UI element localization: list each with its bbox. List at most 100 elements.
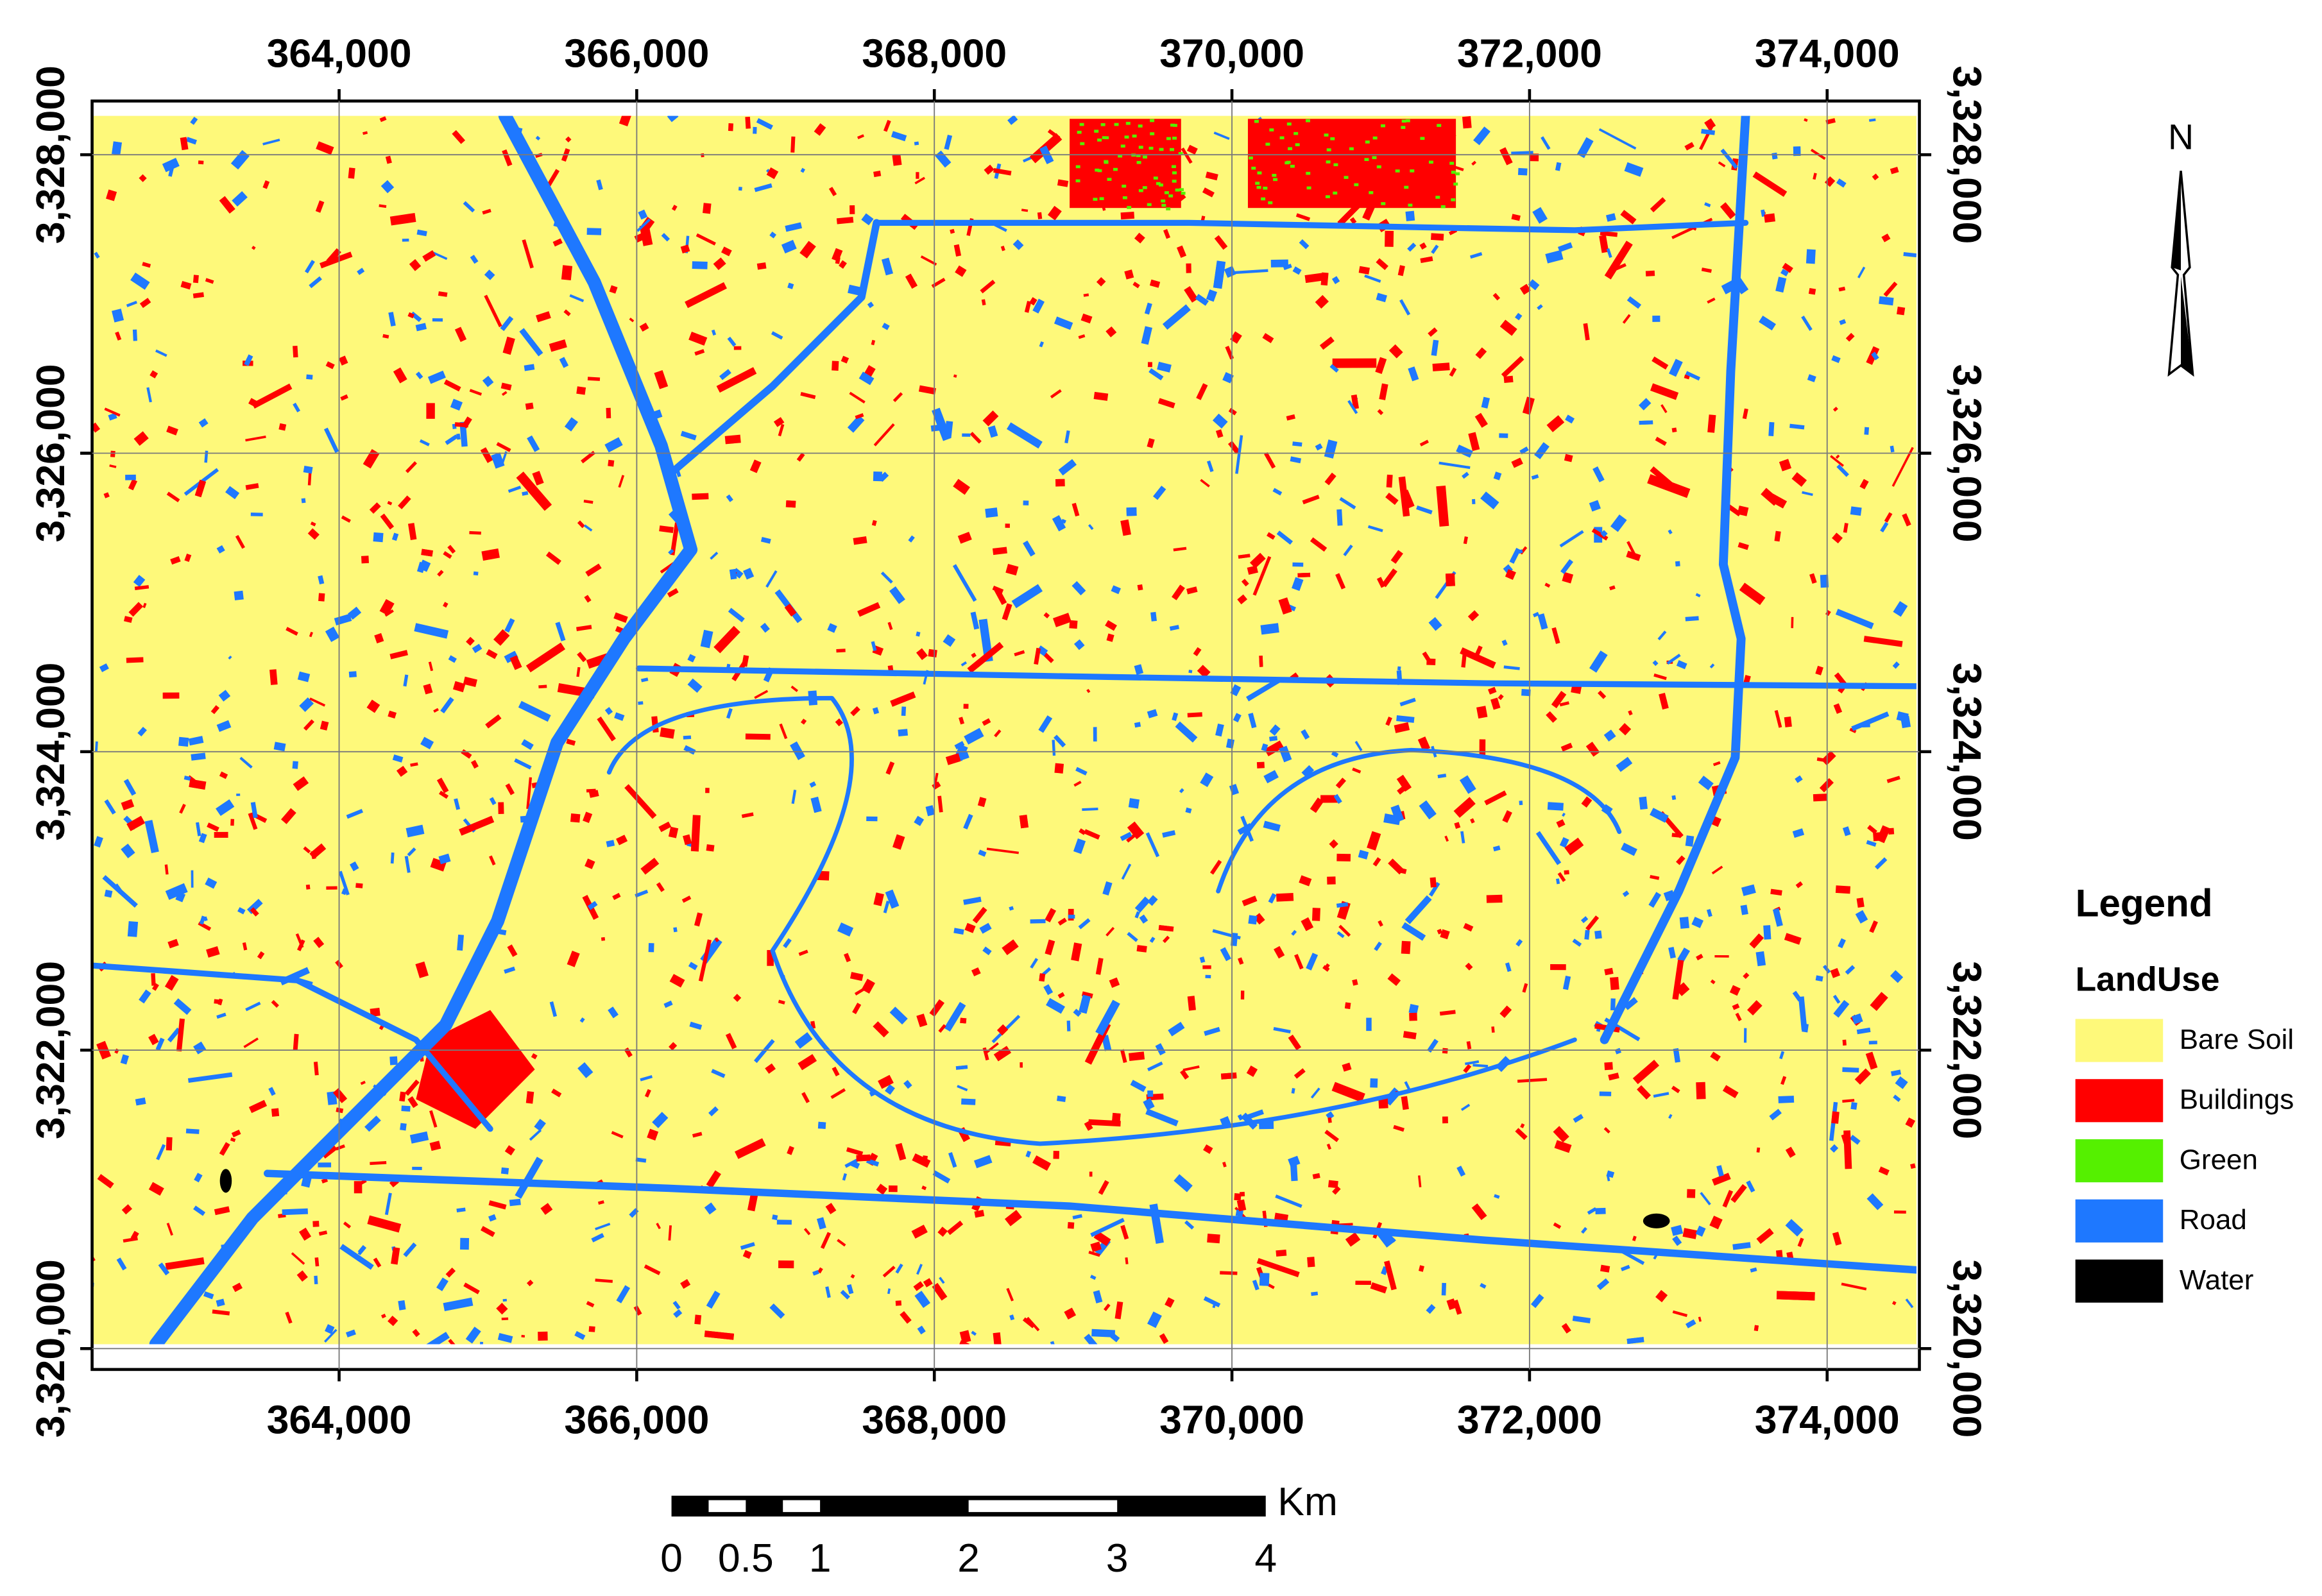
patch xyxy=(496,1302,508,1315)
patch xyxy=(1172,124,1177,127)
patch xyxy=(1511,457,1523,468)
patch xyxy=(315,200,325,213)
patch xyxy=(1175,721,1198,743)
patch xyxy=(1227,441,1240,455)
patch xyxy=(878,1074,894,1089)
patch xyxy=(142,262,151,268)
patch xyxy=(1742,408,1748,420)
patch xyxy=(1147,362,1152,368)
patch xyxy=(230,819,235,826)
patch xyxy=(1367,831,1381,851)
north-arrow-fill xyxy=(2172,171,2181,271)
patch xyxy=(188,736,204,746)
patch xyxy=(1114,1301,1123,1320)
patch xyxy=(1815,975,1823,982)
patch xyxy=(443,1297,474,1312)
patch xyxy=(1591,528,1609,541)
patch xyxy=(914,1291,931,1309)
patch xyxy=(1657,630,1667,641)
patch xyxy=(1200,772,1214,787)
patch xyxy=(384,1193,392,1216)
patch xyxy=(1125,1257,1129,1264)
patch xyxy=(314,1257,320,1267)
patch xyxy=(463,1282,480,1295)
patch xyxy=(355,883,363,888)
patch xyxy=(1707,297,1716,304)
patch xyxy=(1333,163,1338,167)
patch xyxy=(726,494,733,502)
x-tick-label: 372,000 xyxy=(1457,1398,1602,1443)
patch xyxy=(1330,137,1335,140)
patch xyxy=(1460,831,1465,844)
patch xyxy=(293,402,301,412)
patch xyxy=(151,983,159,991)
patch xyxy=(1785,1146,1796,1158)
patch xyxy=(1749,933,1764,949)
patch xyxy=(1372,156,1377,160)
patch xyxy=(1409,1012,1417,1021)
x-tick-label: 372,000 xyxy=(1457,31,1602,76)
patch xyxy=(1255,182,1260,185)
patch xyxy=(1175,188,1180,192)
patch xyxy=(1220,1271,1238,1275)
legend-label: Road xyxy=(2180,1204,2247,1235)
patch xyxy=(1474,412,1488,428)
patch xyxy=(1849,727,1857,734)
patch xyxy=(496,442,511,452)
patch xyxy=(1802,1023,1809,1033)
patch xyxy=(1518,549,1523,554)
patch xyxy=(1550,964,1566,971)
patch xyxy=(1125,121,1131,125)
patch xyxy=(538,684,547,689)
patch xyxy=(960,661,968,666)
legend-label: Bare Soil xyxy=(2180,1024,2294,1055)
patch xyxy=(1621,842,1637,856)
patch xyxy=(785,222,803,232)
patch xyxy=(426,403,435,419)
patch xyxy=(1626,1337,1644,1345)
patch xyxy=(535,135,541,141)
patch xyxy=(814,123,826,136)
patch xyxy=(1486,894,1503,903)
patch xyxy=(433,708,439,713)
patch xyxy=(753,1039,775,1064)
patch xyxy=(1804,118,1808,122)
patch xyxy=(1890,970,1904,983)
patch xyxy=(404,1079,420,1096)
patch xyxy=(1866,840,1877,847)
patch xyxy=(109,464,117,468)
patch xyxy=(373,532,384,543)
patch xyxy=(798,1054,817,1071)
patch xyxy=(1158,925,1174,932)
patch xyxy=(473,571,479,576)
patch xyxy=(410,762,418,767)
patch xyxy=(955,1065,968,1070)
patch xyxy=(950,228,955,234)
patch xyxy=(873,423,895,446)
patch xyxy=(1254,119,1259,123)
patch xyxy=(1905,1298,1914,1309)
patch xyxy=(128,602,144,617)
patch xyxy=(498,802,504,814)
patch xyxy=(379,116,387,123)
patch xyxy=(1364,274,1381,283)
patch xyxy=(1259,1273,1270,1286)
patch xyxy=(1052,515,1066,532)
patch xyxy=(1278,597,1292,615)
patch xyxy=(1120,1049,1127,1064)
patch xyxy=(437,570,444,577)
patch xyxy=(210,705,220,715)
patch xyxy=(1259,656,1263,667)
patch xyxy=(703,203,712,214)
patch xyxy=(303,846,311,854)
patch xyxy=(1431,339,1439,356)
patch xyxy=(454,798,461,810)
patch xyxy=(668,548,674,555)
patch xyxy=(1374,941,1382,951)
patch xyxy=(491,452,505,469)
patch xyxy=(957,531,972,544)
patch xyxy=(1071,581,1086,596)
patch xyxy=(1759,316,1776,331)
patch xyxy=(1515,1128,1528,1141)
patch xyxy=(1650,197,1666,212)
